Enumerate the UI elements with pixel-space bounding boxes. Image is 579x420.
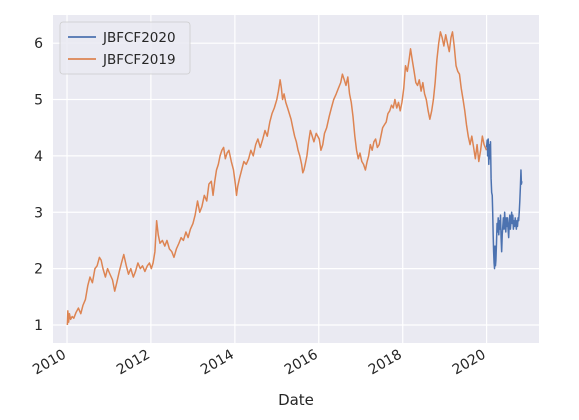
x-axis-ticks: 2010 2012 2014 2016 2018 2020 bbox=[30, 347, 488, 379]
series-line-jbfcf2019 bbox=[66, 31, 488, 325]
y-tick-label: 2 bbox=[34, 262, 43, 278]
x-tick-label: 2014 bbox=[198, 347, 237, 379]
x-tick-label: 2018 bbox=[366, 347, 405, 379]
y-tick-label: 4 bbox=[34, 149, 43, 165]
x-tick-label: 2012 bbox=[114, 347, 153, 379]
series-lines bbox=[66, 31, 523, 325]
y-tick-label: 1 bbox=[34, 318, 43, 334]
x-tick-label: 2010 bbox=[30, 347, 69, 379]
y-tick-label: 3 bbox=[34, 205, 43, 221]
y-tick-label: 6 bbox=[34, 36, 43, 52]
series-line-jbfcf2020 bbox=[485, 138, 523, 270]
x-tick-label: 2020 bbox=[450, 347, 489, 379]
legend-box bbox=[59, 21, 191, 75]
y-tick-label: 5 bbox=[34, 93, 43, 109]
x-axis-label: Date bbox=[278, 391, 314, 409]
legend-label: JBFCF2019 bbox=[102, 52, 176, 68]
x-tick-label: 2016 bbox=[282, 347, 321, 379]
legend: JBFCF2020 JBFCF2019 bbox=[59, 21, 191, 75]
legend-label: JBFCF2020 bbox=[102, 30, 176, 46]
y-axis-ticks: 1 2 3 4 5 6 bbox=[34, 36, 43, 334]
